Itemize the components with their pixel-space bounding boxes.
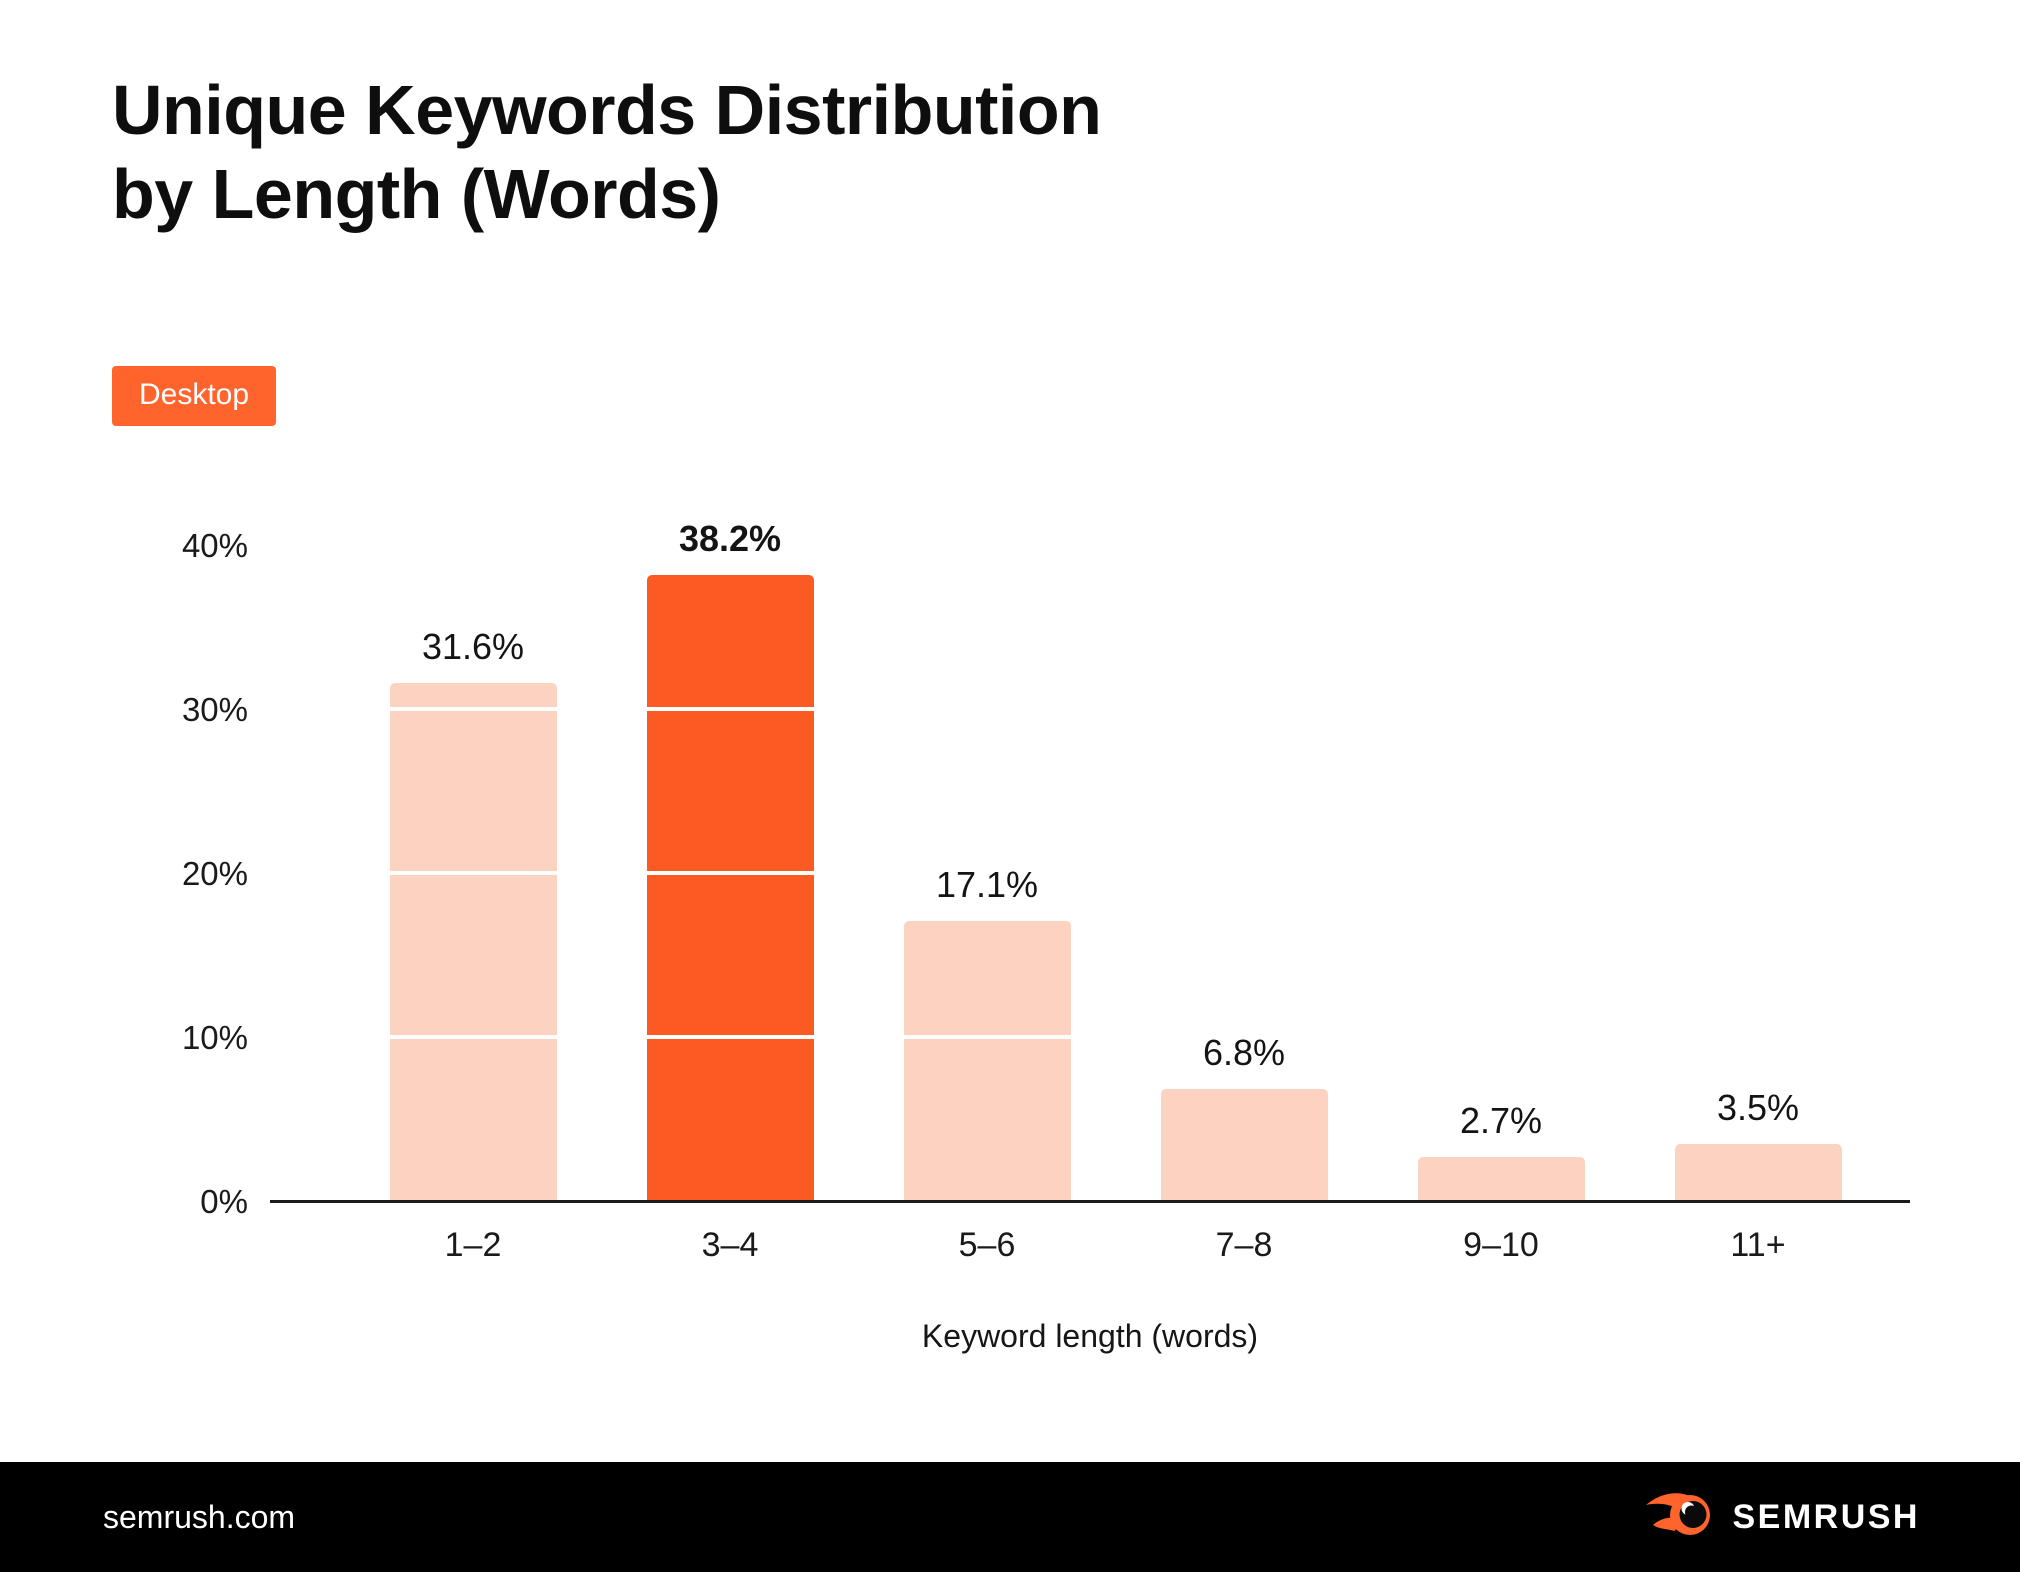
x-tick-label: 1–2 xyxy=(444,1226,502,1264)
y-tick-label: 30% xyxy=(181,691,248,728)
footer-bar: semrush.com SEMRUSH xyxy=(0,1462,2020,1572)
page-title-line1: Unique Keywords Distribution xyxy=(112,71,1102,149)
bar-value-label: 2.7% xyxy=(1459,1099,1543,1141)
bar-value-label: 17.1% xyxy=(935,863,1039,905)
bar-7-8 xyxy=(1160,1089,1328,1201)
x-tick-label: 9–10 xyxy=(1463,1226,1539,1264)
semrush-wordmark: SEMRUSH xyxy=(1732,1497,1920,1536)
bar-value-label: 38.2% xyxy=(678,517,782,559)
bar-value-label: 6.8% xyxy=(1202,1032,1286,1074)
bar-value-label: 31.6% xyxy=(421,625,525,667)
bar-5-6 xyxy=(903,920,1071,1201)
semrush-flame-icon xyxy=(1644,1488,1716,1547)
x-tick-label: 5–6 xyxy=(958,1226,1016,1264)
x-tick-label: 7–8 xyxy=(1215,1226,1273,1264)
x-tick-label: 3–4 xyxy=(701,1226,759,1264)
x-axis-title: Keyword length (words) xyxy=(921,1318,1259,1354)
y-tick-label: 10% xyxy=(181,1019,248,1056)
gridline xyxy=(270,871,1910,875)
bar-9-10 xyxy=(1417,1156,1585,1201)
gridline xyxy=(270,707,1910,711)
x-axis-line xyxy=(270,1200,1910,1203)
bar-3-4 xyxy=(646,574,814,1201)
device-badge-desktop: Desktop xyxy=(112,366,277,426)
bar-value-label: 3.5% xyxy=(1716,1086,1800,1128)
page-title-line2: by Length (Words) xyxy=(112,155,721,233)
bar-1-2 xyxy=(389,682,557,1201)
bar-11+ xyxy=(1674,1143,1842,1201)
footer-site-url: semrush.com xyxy=(103,1498,296,1535)
y-tick-label: 40% xyxy=(181,527,248,564)
semrush-logo: SEMRUSH xyxy=(1644,1488,1920,1547)
x-tick-label: 11+ xyxy=(1730,1226,1786,1264)
page-title: Unique Keywords Distribution by Length (… xyxy=(112,68,1102,236)
y-tick-label: 20% xyxy=(181,855,248,892)
y-tick-label: 0% xyxy=(200,1183,248,1220)
gridline xyxy=(270,1035,1910,1039)
gridline xyxy=(270,543,1910,547)
